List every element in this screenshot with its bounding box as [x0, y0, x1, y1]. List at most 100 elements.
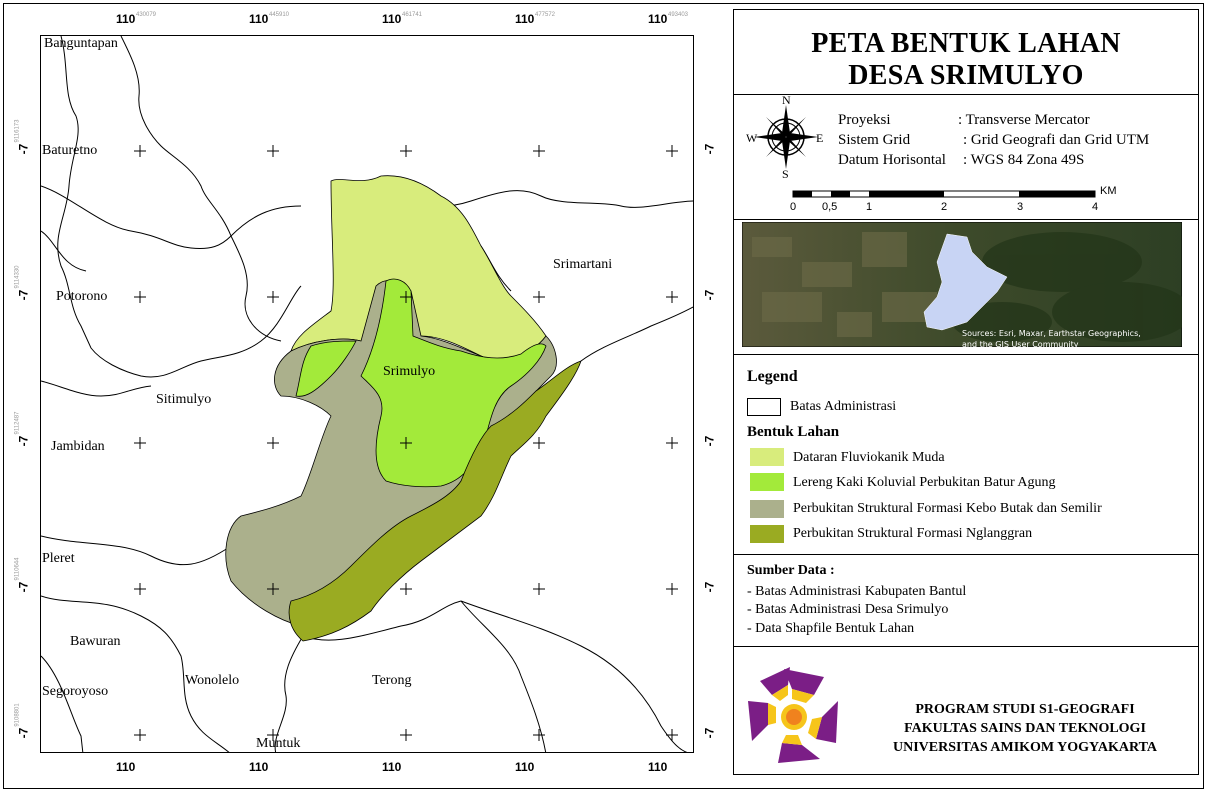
- projection-section: N S W E Proyeksi : Transverse Mercator S…: [734, 93, 1198, 220]
- footer-program: PROGRAM STUDI S1-GEOGRAFI: [915, 702, 1135, 717]
- place-jambidan: Jambidan: [51, 439, 105, 454]
- grid-top-label: 110: [249, 12, 269, 26]
- datum-label: Datum Horisontal: [838, 152, 946, 168]
- grid-bottom-label: 110: [648, 760, 668, 774]
- legend-item-koluvial: Lereng Kaki Koluvial Perbukitan Batur Ag…: [793, 475, 1056, 490]
- legend-swatch-admin: [747, 398, 781, 416]
- footer-section: PROGRAM STUDI S1-GEOGRAFI FAKULTAS SAINS…: [734, 647, 1198, 774]
- utm-left-label: 9116173: [14, 119, 21, 143]
- compass-s: S: [782, 167, 789, 181]
- place-wonolelo: Wonolelo: [185, 673, 240, 688]
- utm-left-label: 9112487: [14, 411, 21, 435]
- grid-bottom-label: 110: [382, 760, 402, 774]
- scale-unit: KM: [1100, 185, 1117, 197]
- north-arrow-icon: [754, 105, 818, 169]
- landform-nglanggran: [288, 360, 582, 642]
- place-banguntapan: Banguntapan: [44, 36, 118, 51]
- scale-tick: 0,5: [822, 201, 838, 213]
- legend-item-nglanggran: Perbukitan Struktural Formasi Nglanggran: [793, 526, 1033, 541]
- amikom-logo: [748, 667, 838, 763]
- place-srimulyo: Srimulyo: [383, 364, 436, 379]
- grid-left-label: -7: [16, 435, 31, 447]
- landform-koluvial: [360, 278, 547, 488]
- map-title: PETA BENTUK LAHAN DESA SRIMULYO: [734, 10, 1198, 92]
- grid-top-label: 110: [648, 12, 668, 26]
- sources-section: Sumber Data : - Batas Administrasi Kabup…: [734, 555, 1198, 647]
- scale-bar: [792, 190, 1096, 198]
- graticule-crosses: [134, 145, 678, 741]
- grid-system-label: Sistem Grid: [838, 132, 911, 148]
- legend-swatch-koluvial: [750, 473, 784, 491]
- source-item: - Batas Administrasi Desa Srimulyo: [747, 602, 949, 617]
- grid-bottom-label: 110: [249, 760, 269, 774]
- compass-w: W: [746, 131, 758, 145]
- projection-label: Proyeksi: [838, 112, 891, 128]
- grid-left-label: -7: [16, 289, 31, 301]
- grid-right-label: -7: [702, 289, 717, 301]
- utm-left-label: 9110644: [14, 557, 21, 581]
- datum-value: : WGS 84 Zona 49S: [963, 152, 1085, 168]
- map-frame[interactable]: [40, 35, 694, 753]
- compass-n: N: [782, 93, 791, 107]
- grid-left-label: -7: [16, 581, 31, 593]
- legend-landform-title: Bentuk Lahan: [747, 424, 840, 440]
- utm-left-label: 9114330: [14, 265, 21, 289]
- legend-swatch-fluviokanik: [750, 448, 784, 466]
- footer-university: UNIVERSITAS AMIKOM YOGYAKARTA: [893, 740, 1157, 755]
- legend-title: Legend: [747, 368, 798, 385]
- grid-top-label: 110: [116, 12, 136, 26]
- place-baturetno: Baturetno: [42, 143, 98, 158]
- legend-section: Legend Batas Administrasi Bentuk Lahan D…: [734, 355, 1198, 555]
- utm-left-label: 9108801: [14, 703, 21, 727]
- scale-tick: 2: [941, 201, 948, 213]
- grid-right-label: -7: [702, 435, 717, 447]
- grid-top-label: 110: [515, 12, 535, 26]
- inset-satellite-map[interactable]: [742, 222, 1182, 347]
- place-pleret: Pleret: [42, 551, 75, 566]
- grid-system-value: : Grid Geografi dan Grid UTM: [963, 132, 1150, 148]
- inset-section: Sources: Esri, Maxar, Earthstar Geograph…: [734, 220, 1198, 355]
- utm-top-label: 477572: [535, 12, 556, 18]
- utm-top-label: 445910: [269, 12, 290, 18]
- grid-bottom-label: 110: [116, 760, 136, 774]
- place-muntuk: Muntuk: [256, 736, 301, 751]
- landform-koluvial-west: [295, 340, 357, 397]
- source-item: - Batas Administrasi Kabupaten Bantul: [747, 584, 967, 599]
- compass-e: E: [816, 131, 824, 145]
- footer-faculty: FAKULTAS SAINS DAN TEKNOLOGI: [904, 721, 1146, 736]
- place-segoroyoso: Segoroyoso: [42, 684, 109, 699]
- place-bawuran: Bawuran: [70, 634, 121, 649]
- map-canvas[interactable]: [41, 36, 694, 753]
- legend-swatch-kebo-butak: [750, 500, 784, 518]
- place-srimartani: Srimartani: [553, 257, 613, 272]
- grid-right-label: -7: [702, 581, 717, 593]
- scale-tick: 1: [866, 201, 873, 213]
- utm-top-label: 430079: [136, 12, 157, 18]
- projection-value: : Transverse Mercator: [958, 112, 1090, 128]
- scale-tick: 4: [1092, 201, 1099, 213]
- grid-bottom-label: 110: [515, 760, 535, 774]
- grid-top-label: 110: [382, 12, 402, 26]
- inset-srimulyo-polygon: [923, 233, 1008, 331]
- grid-left-label: -7: [16, 727, 31, 739]
- scale-tick: 3: [1017, 201, 1024, 213]
- title-section: PETA BENTUK LAHAN DESA SRIMULYO: [734, 10, 1198, 95]
- place-potorono: Potorono: [56, 289, 108, 304]
- grid-right-label: -7: [702, 143, 717, 155]
- grid-left-label: -7: [16, 143, 31, 155]
- legend-item-kebo-butak: Perbukitan Struktural Formasi Kebo Butak…: [793, 501, 1102, 516]
- utm-top-label: 493403: [668, 12, 689, 18]
- sources-title: Sumber Data :: [747, 563, 835, 578]
- map-title-line1: PETA BENTUK LAHAN: [811, 28, 1121, 59]
- place-terong: Terong: [372, 673, 412, 688]
- scale-tick: 0: [790, 201, 797, 213]
- source-item: - Data Shapfile Bentuk Lahan: [747, 621, 915, 636]
- inset-attribution-line1: Sources: Esri, Maxar, Earthstar Geograph…: [962, 329, 1141, 338]
- map-sheet-border: [3, 3, 1204, 789]
- inset-attribution-line2: and the GIS User Community: [962, 340, 1079, 349]
- map-layout-panel: PETA BENTUK LAHAN DESA SRIMULYO N S W E …: [733, 9, 1199, 775]
- utm-top-label: 461741: [402, 12, 423, 18]
- legend-admin-label: Batas Administrasi: [790, 399, 897, 414]
- legend-swatch-nglanggran: [750, 525, 784, 543]
- map-title-line2: DESA SRIMULYO: [848, 60, 1084, 91]
